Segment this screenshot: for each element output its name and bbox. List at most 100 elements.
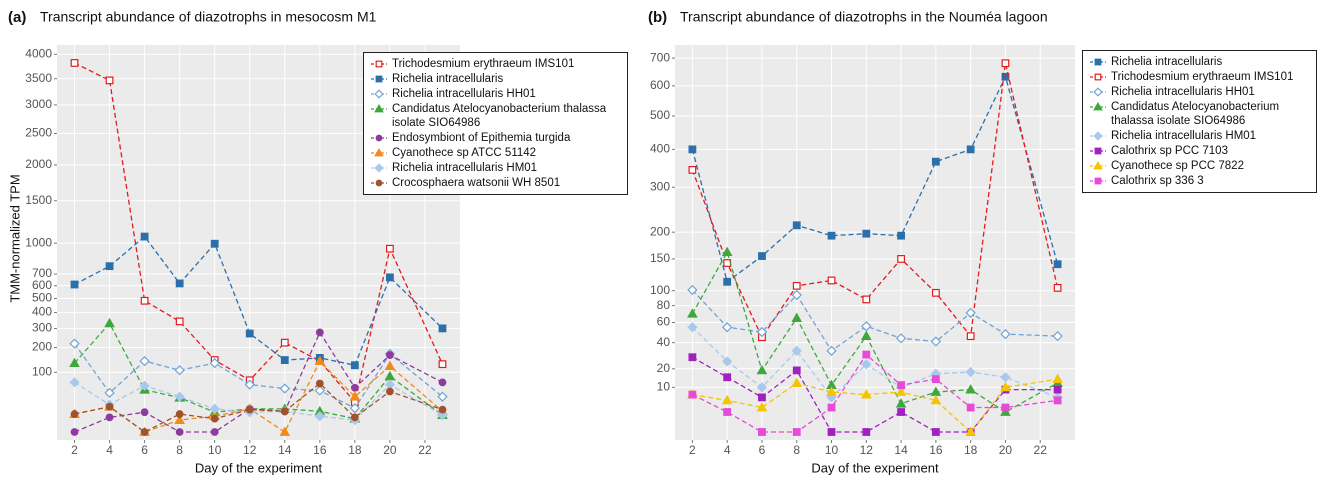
marker [279,426,291,436]
legend-swatch [1090,73,1106,81]
marker [437,391,448,402]
marker [175,317,184,326]
marker [210,239,219,248]
x-tick-label: 14 [278,443,292,457]
y-tick-label: 10 [657,379,671,393]
marker [826,392,837,403]
marker [1053,396,1062,405]
y-tick-label: 2000 [25,157,52,171]
y-tick-label: 60 [657,315,671,329]
legend-item: Cyanothece sp PCC 7822 [1089,159,1310,173]
marker [384,360,396,370]
legend-label: Richelia intracellularis HM01 [392,162,538,174]
marker [723,373,732,382]
marker [105,262,114,271]
legend-label: Crocosphaera watsonii WH 8501 [392,177,561,189]
marker [1001,403,1010,412]
y-tick-label: 20 [657,361,671,375]
series-line [74,382,443,433]
marker [105,413,114,422]
legend-label: Candidatus Atelocyanobacterium thalassa … [392,103,607,129]
legend-label: Richelia intracellularis [1111,56,1223,68]
marker [688,390,697,399]
legend-label: Candidatus Atelocyanobacterium thalassa … [1111,101,1280,127]
marker [1053,260,1062,269]
legend-label: Cyanothece sp ATCC 51142 [392,147,537,159]
series-line [74,322,443,420]
marker [791,289,802,301]
marker [860,389,872,399]
series-line [74,331,443,433]
y-tick-label: 300 [32,321,52,335]
marker [210,414,219,423]
marker [70,59,79,67]
marker [1001,59,1010,68]
marker [827,428,836,436]
marker [721,394,733,405]
marker [966,332,975,341]
marker [756,326,768,338]
marker [1052,331,1063,342]
marker [827,231,836,240]
y-tick-label: 100 [650,283,670,297]
marker [69,377,80,388]
legend-item: Trichodesmium erythraeum IMS101 [1089,70,1310,84]
legend-item: Richelia intracellularis HH01 [370,87,621,101]
marker [349,391,361,401]
marker [175,410,184,418]
y-tick-label: 400 [650,142,670,156]
marker [1094,177,1102,185]
marker [437,409,448,421]
marker [209,403,220,415]
marker [69,338,80,349]
x-tick-label: 14 [894,443,908,457]
x-tick-label: 16 [313,443,327,457]
y-tick-label: 700 [650,50,670,64]
marker [1000,381,1011,392]
marker [315,328,324,337]
marker [1094,58,1102,66]
marker [897,231,905,240]
marker [349,402,361,414]
marker [280,356,289,364]
marker [140,428,149,436]
marker [756,402,768,412]
marker [756,364,768,375]
marker [930,336,942,347]
panel-label: (b) [648,9,667,26]
marker [315,379,324,388]
legend-item: Trichodesmium erythraeum IMS101 [370,57,621,71]
marker [1093,87,1103,97]
x-tick-label: 22 [1034,443,1048,457]
marker [758,428,766,436]
y-tick-label: 3000 [25,97,52,111]
marker [438,360,447,369]
marker [104,387,115,398]
y-tick-label: 40 [657,335,671,349]
legend-item: Richelia intracellularis HM01 [1089,129,1310,143]
marker [438,378,447,387]
marker [862,428,871,436]
legend-swatch [371,60,387,68]
marker [965,307,976,319]
marker [245,329,254,338]
legend-swatch [371,134,387,142]
series-line [691,63,1059,339]
y-tick-label: 200 [32,340,52,354]
marker [1000,328,1011,340]
marker [1094,73,1102,81]
legend-item: Cyanothece sp ATCC 51142 [370,146,621,160]
marker [280,407,289,416]
marker [375,75,383,83]
marker [210,428,219,436]
y-axis-label: TMM-normalized TPM [7,174,22,302]
legend-item: Richelia intracellularis HM01 [370,161,621,175]
x-tick-label: 12 [860,443,874,457]
marker [174,414,185,424]
legend-item: Candidatus Atelocyanobacterium thalassa … [1089,100,1310,128]
marker [1093,160,1103,170]
legend-item: Richelia intracellularis [370,72,621,86]
marker [791,312,803,322]
legend-label: Richelia intracellularis HH01 [392,88,536,100]
marker [687,284,698,296]
